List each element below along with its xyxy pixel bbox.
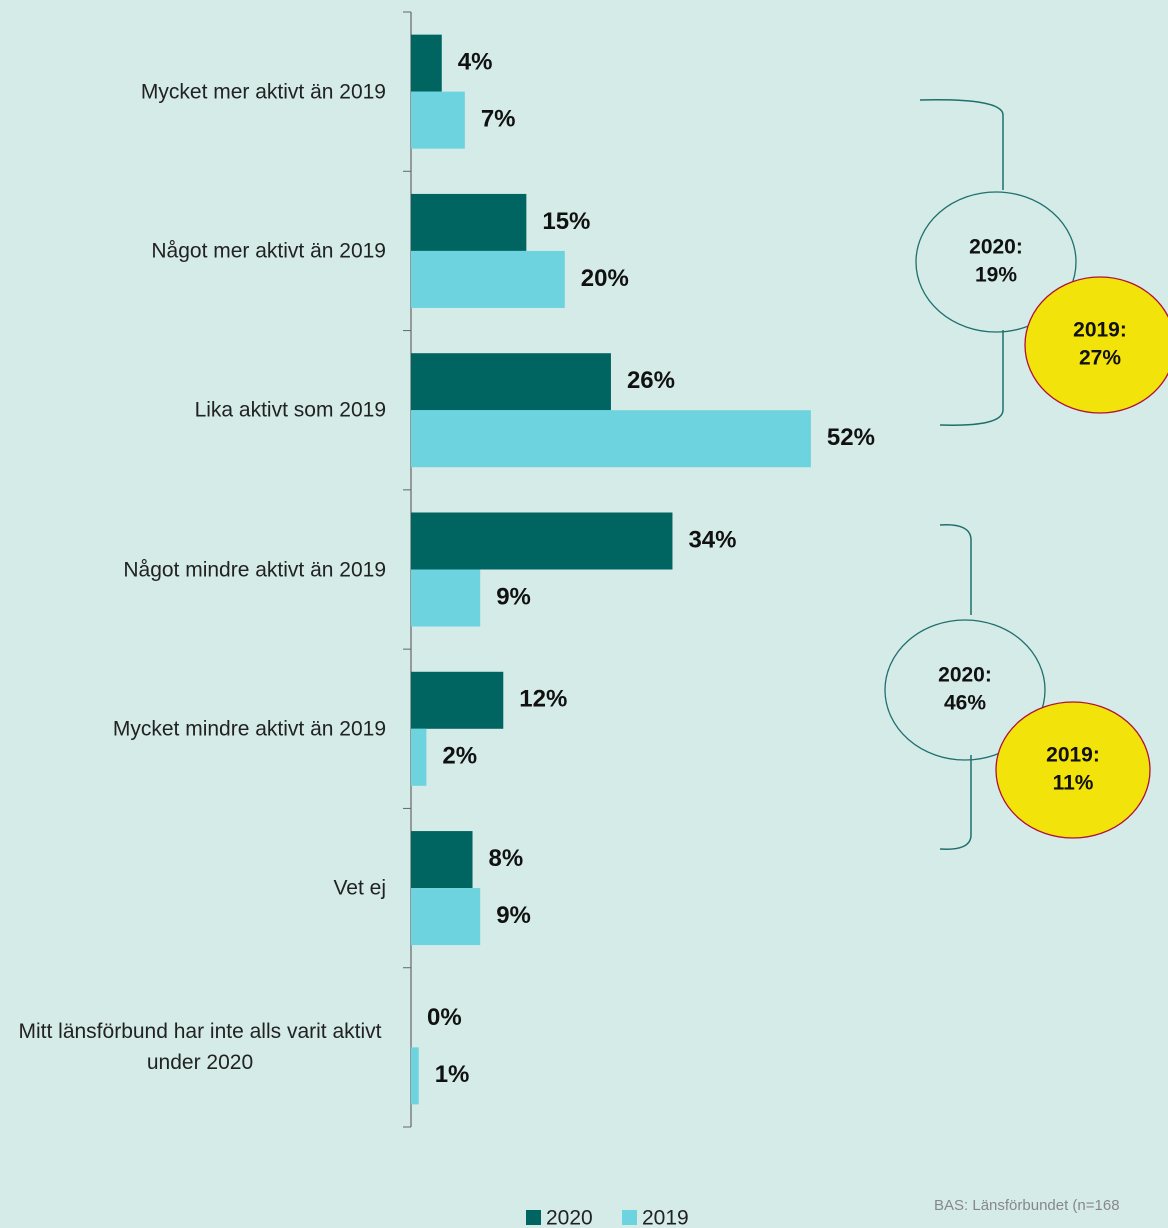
legend-label: 2019	[642, 1207, 689, 1228]
annotation-circle	[995, 701, 1151, 839]
annotation-text: 2020:	[938, 664, 992, 687]
bracket	[919, 99, 1004, 426]
legend-label: 2020	[546, 1207, 593, 1228]
bar	[411, 91, 465, 149]
annotation-circle	[915, 191, 1077, 333]
source-note: BAS: Länsförbundet (n=168	[934, 1197, 1120, 1214]
bar	[411, 569, 481, 627]
value-label: 2%	[442, 743, 477, 770]
value-label: 20%	[581, 265, 629, 292]
value-label: 52%	[827, 424, 875, 451]
annotation-text: 19%	[975, 264, 1017, 287]
legend-swatch	[622, 1210, 637, 1225]
category-label: Vet ej	[333, 876, 386, 900]
value-label: 7%	[481, 105, 516, 132]
value-label: 0%	[427, 1004, 462, 1031]
value-label: 12%	[519, 686, 567, 713]
annotation-circle	[1024, 276, 1168, 414]
annotation-text: 11%	[1053, 772, 1094, 795]
bar	[411, 1047, 419, 1105]
bar	[411, 353, 611, 411]
bar	[411, 250, 565, 308]
value-label: 34%	[688, 526, 736, 553]
value-label: 1%	[435, 1061, 470, 1088]
bar	[411, 410, 811, 468]
bracket	[939, 524, 972, 850]
legend-swatch	[526, 1210, 541, 1225]
value-label: 4%	[458, 48, 493, 75]
annotation-text: 2019:	[1073, 319, 1127, 342]
category-label: Något mindre aktivt än 2019	[123, 558, 386, 581]
annotation-text: 2020:	[969, 236, 1023, 259]
category-label: Lika aktivt som 2019	[194, 398, 386, 422]
bar	[411, 512, 673, 570]
category-label: Något mer aktivt än 2019	[151, 239, 386, 263]
category-label: Mitt länsförbund har inte alls varit akt…	[18, 1020, 382, 1075]
annotation-text: 46%	[944, 692, 986, 715]
value-label: 8%	[489, 845, 524, 872]
annotation-circle	[884, 619, 1046, 761]
value-label: 9%	[496, 902, 531, 929]
value-label: 26%	[627, 367, 675, 394]
bar	[411, 34, 442, 92]
bar	[411, 888, 481, 946]
bar	[411, 193, 527, 251]
annotation-text: 27%	[1079, 347, 1121, 370]
bar	[411, 671, 504, 729]
category-label: Mycket mindre aktivt än 2019	[112, 717, 386, 741]
value-label: 15%	[542, 208, 590, 235]
category-label: Mycket mer aktivt än 2019	[140, 80, 386, 104]
annotation-text: 2019:	[1046, 744, 1100, 767]
bar	[411, 831, 473, 889]
bar	[411, 728, 427, 786]
value-label: 9%	[496, 583, 531, 610]
